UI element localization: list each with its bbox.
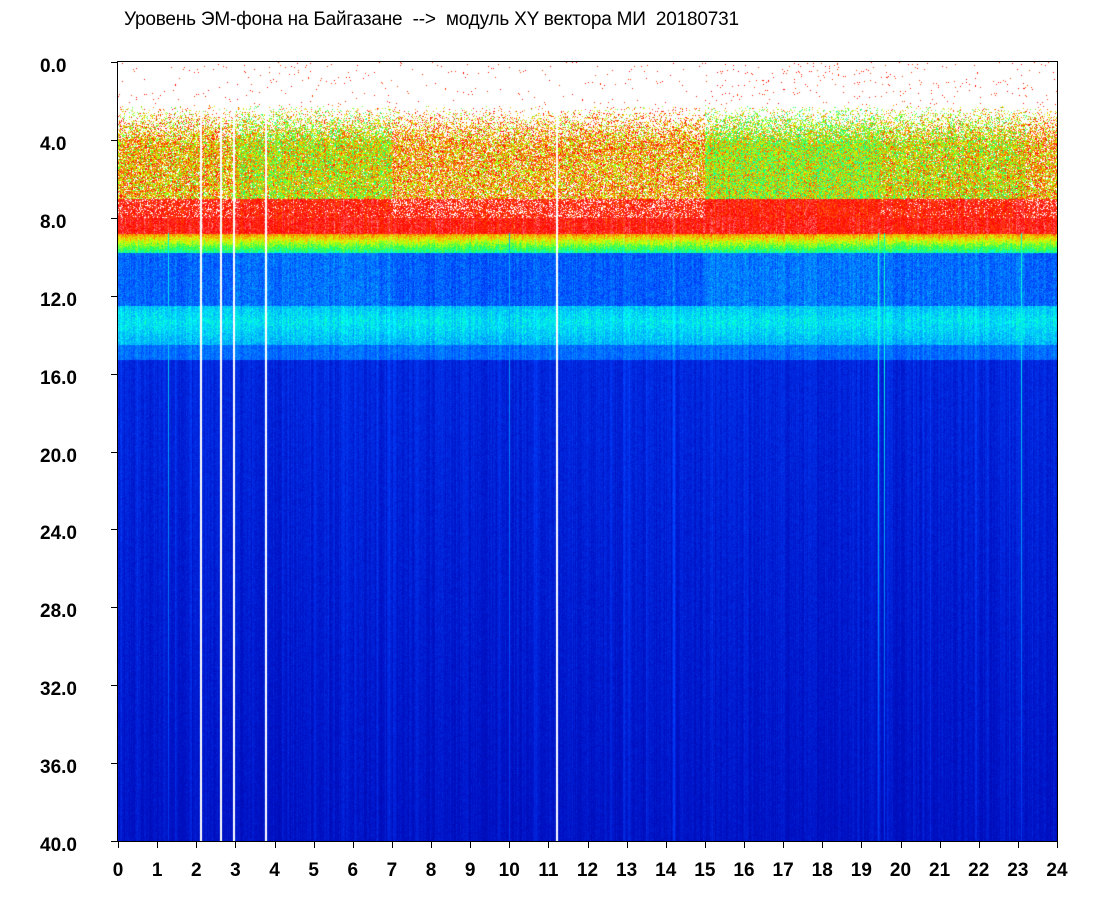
x-tick-label: 13 xyxy=(616,860,638,881)
x-tick-label: 12 xyxy=(576,860,599,881)
x-tick-mark xyxy=(744,842,745,848)
plot-area xyxy=(117,61,1058,842)
x-tick-mark xyxy=(509,842,511,848)
y-tick-label: 24.0 xyxy=(40,523,77,545)
x-tick-label: 1 xyxy=(151,860,163,881)
x-tick-mark xyxy=(470,842,472,848)
x-tick-label: 22 xyxy=(968,860,990,881)
x-tick-label: 16 xyxy=(733,860,755,881)
x-tick-mark xyxy=(548,842,550,848)
x-tick-mark xyxy=(157,842,159,848)
y-tick-label: 12.0 xyxy=(40,289,77,311)
y-tick-label: 32.0 xyxy=(40,679,77,701)
x-tick-mark xyxy=(431,842,432,848)
x-tick-mark xyxy=(822,842,824,848)
x-tick-label: 20 xyxy=(889,860,912,881)
x-tick-mark xyxy=(939,842,941,848)
x-tick-mark xyxy=(1057,842,1058,848)
y-tick-label: 28.0 xyxy=(40,601,77,623)
x-tick-mark xyxy=(704,842,706,848)
x-tick-mark xyxy=(783,842,785,848)
x-tick-label: 8 xyxy=(425,860,437,881)
x-tick-label: 11 xyxy=(538,860,559,881)
x-tick-label: 0 xyxy=(112,860,124,881)
y-tick-label: 8.0 xyxy=(40,211,67,233)
x-tick-mark xyxy=(861,842,863,848)
x-tick-mark xyxy=(391,842,393,848)
x-tick-mark xyxy=(235,842,237,848)
x-tick-label: 5 xyxy=(308,860,319,881)
x-tick-label: 24 xyxy=(1046,860,1068,881)
x-tick-label: 10 xyxy=(498,860,520,881)
y-tick-label: 20.0 xyxy=(40,445,77,467)
x-tick-label: 14 xyxy=(655,860,677,881)
x-tick-mark xyxy=(626,842,628,848)
x-tick-mark xyxy=(274,842,276,848)
x-tick-mark xyxy=(196,842,198,848)
x-tick-mark xyxy=(1017,842,1019,848)
x-tick-label: 7 xyxy=(386,860,398,881)
x-tick-label: 6 xyxy=(347,860,359,881)
spectrogram-heatmap xyxy=(118,62,1057,841)
x-tick-label: 2 xyxy=(190,860,202,881)
x-tick-label: 19 xyxy=(850,860,872,881)
x-tick-label: 18 xyxy=(811,860,833,881)
y-tick-label: 40.0 xyxy=(40,835,77,856)
x-tick-mark xyxy=(352,842,354,848)
chart-title: Уровень ЭМ-фона на Байгазане --> модуль … xyxy=(124,9,739,30)
x-tick-label: 3 xyxy=(230,860,241,881)
y-tick-label: 16.0 xyxy=(40,367,77,389)
x-tick-label: 23 xyxy=(1007,860,1029,881)
x-tick-label: 21 xyxy=(929,860,951,881)
x-tick-mark xyxy=(587,842,589,848)
x-tick-mark xyxy=(900,842,902,848)
y-tick-label: 36.0 xyxy=(40,757,77,779)
x-tick-mark xyxy=(665,842,667,848)
x-tick-mark xyxy=(313,842,315,848)
y-tick-label: 4.0 xyxy=(40,133,67,155)
x-tick-label: 15 xyxy=(694,860,716,881)
x-tick-label: 17 xyxy=(772,860,794,881)
x-tick-mark xyxy=(118,842,119,848)
x-tick-label: 4 xyxy=(269,860,280,881)
x-tick-label: 9 xyxy=(464,860,476,881)
x-tick-mark xyxy=(978,842,980,848)
y-tick-label: 0.0 xyxy=(40,56,67,77)
